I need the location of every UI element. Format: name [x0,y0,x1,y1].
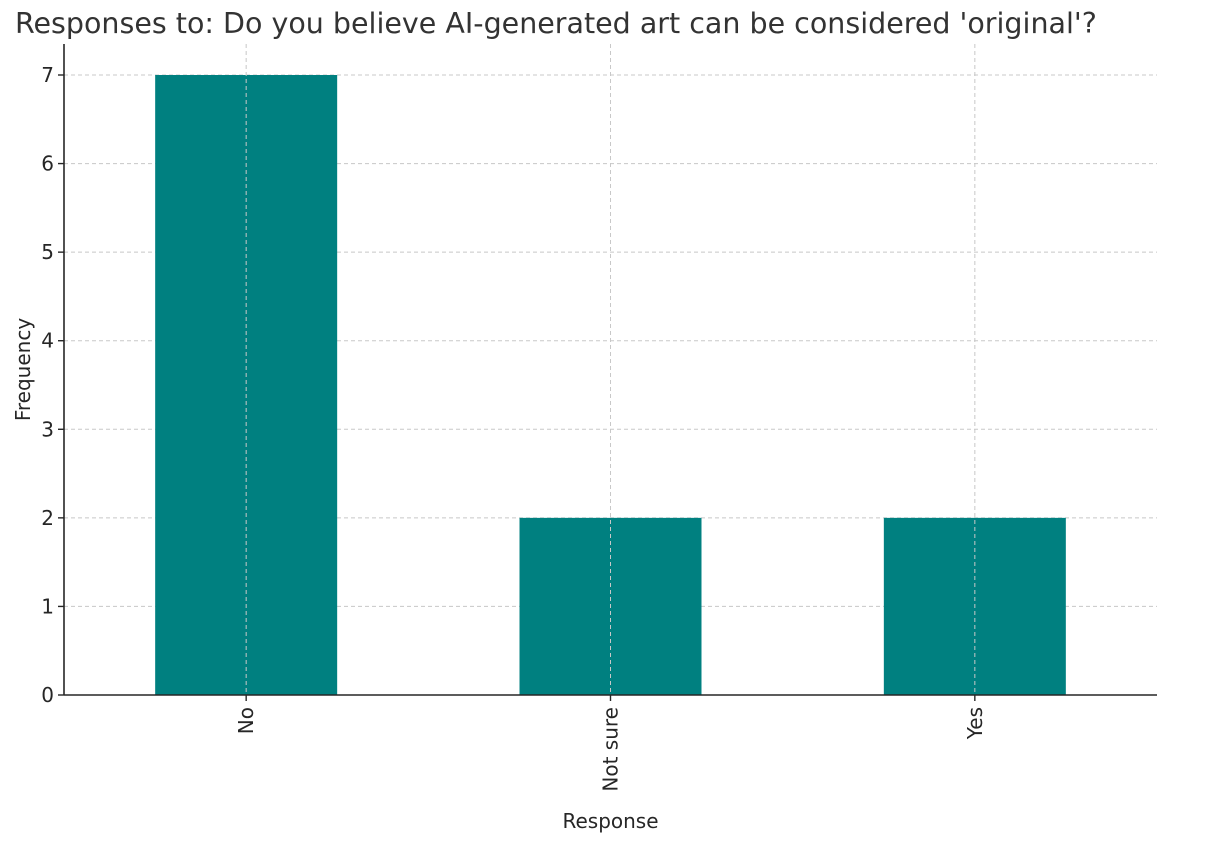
y-tick-label: 7 [41,63,54,87]
bar-no [155,75,338,695]
y-axis-label: Frequency [11,318,35,421]
vertical-grid-lines [245,44,976,695]
bars [155,75,1066,695]
y-tick-label: 4 [41,329,54,353]
y-tick-label: 6 [41,152,54,176]
x-axis-label: Response [562,809,658,833]
x-tick-label: No [234,707,258,734]
chart-title: Responses to: Do you believe AI-generate… [15,7,1097,40]
x-ticks: No Not sure Yes [234,695,987,792]
x-tick-label: Not sure [599,707,623,792]
y-tick-label: 5 [41,240,54,264]
y-tick-label: 1 [41,594,54,618]
y-tick-label: 0 [41,683,54,707]
y-ticks: 0 1 2 3 4 5 6 7 [41,63,64,707]
y-tick-label: 2 [41,506,54,530]
x-tick-label: Yes [963,707,987,740]
y-tick-label: 3 [41,417,54,441]
